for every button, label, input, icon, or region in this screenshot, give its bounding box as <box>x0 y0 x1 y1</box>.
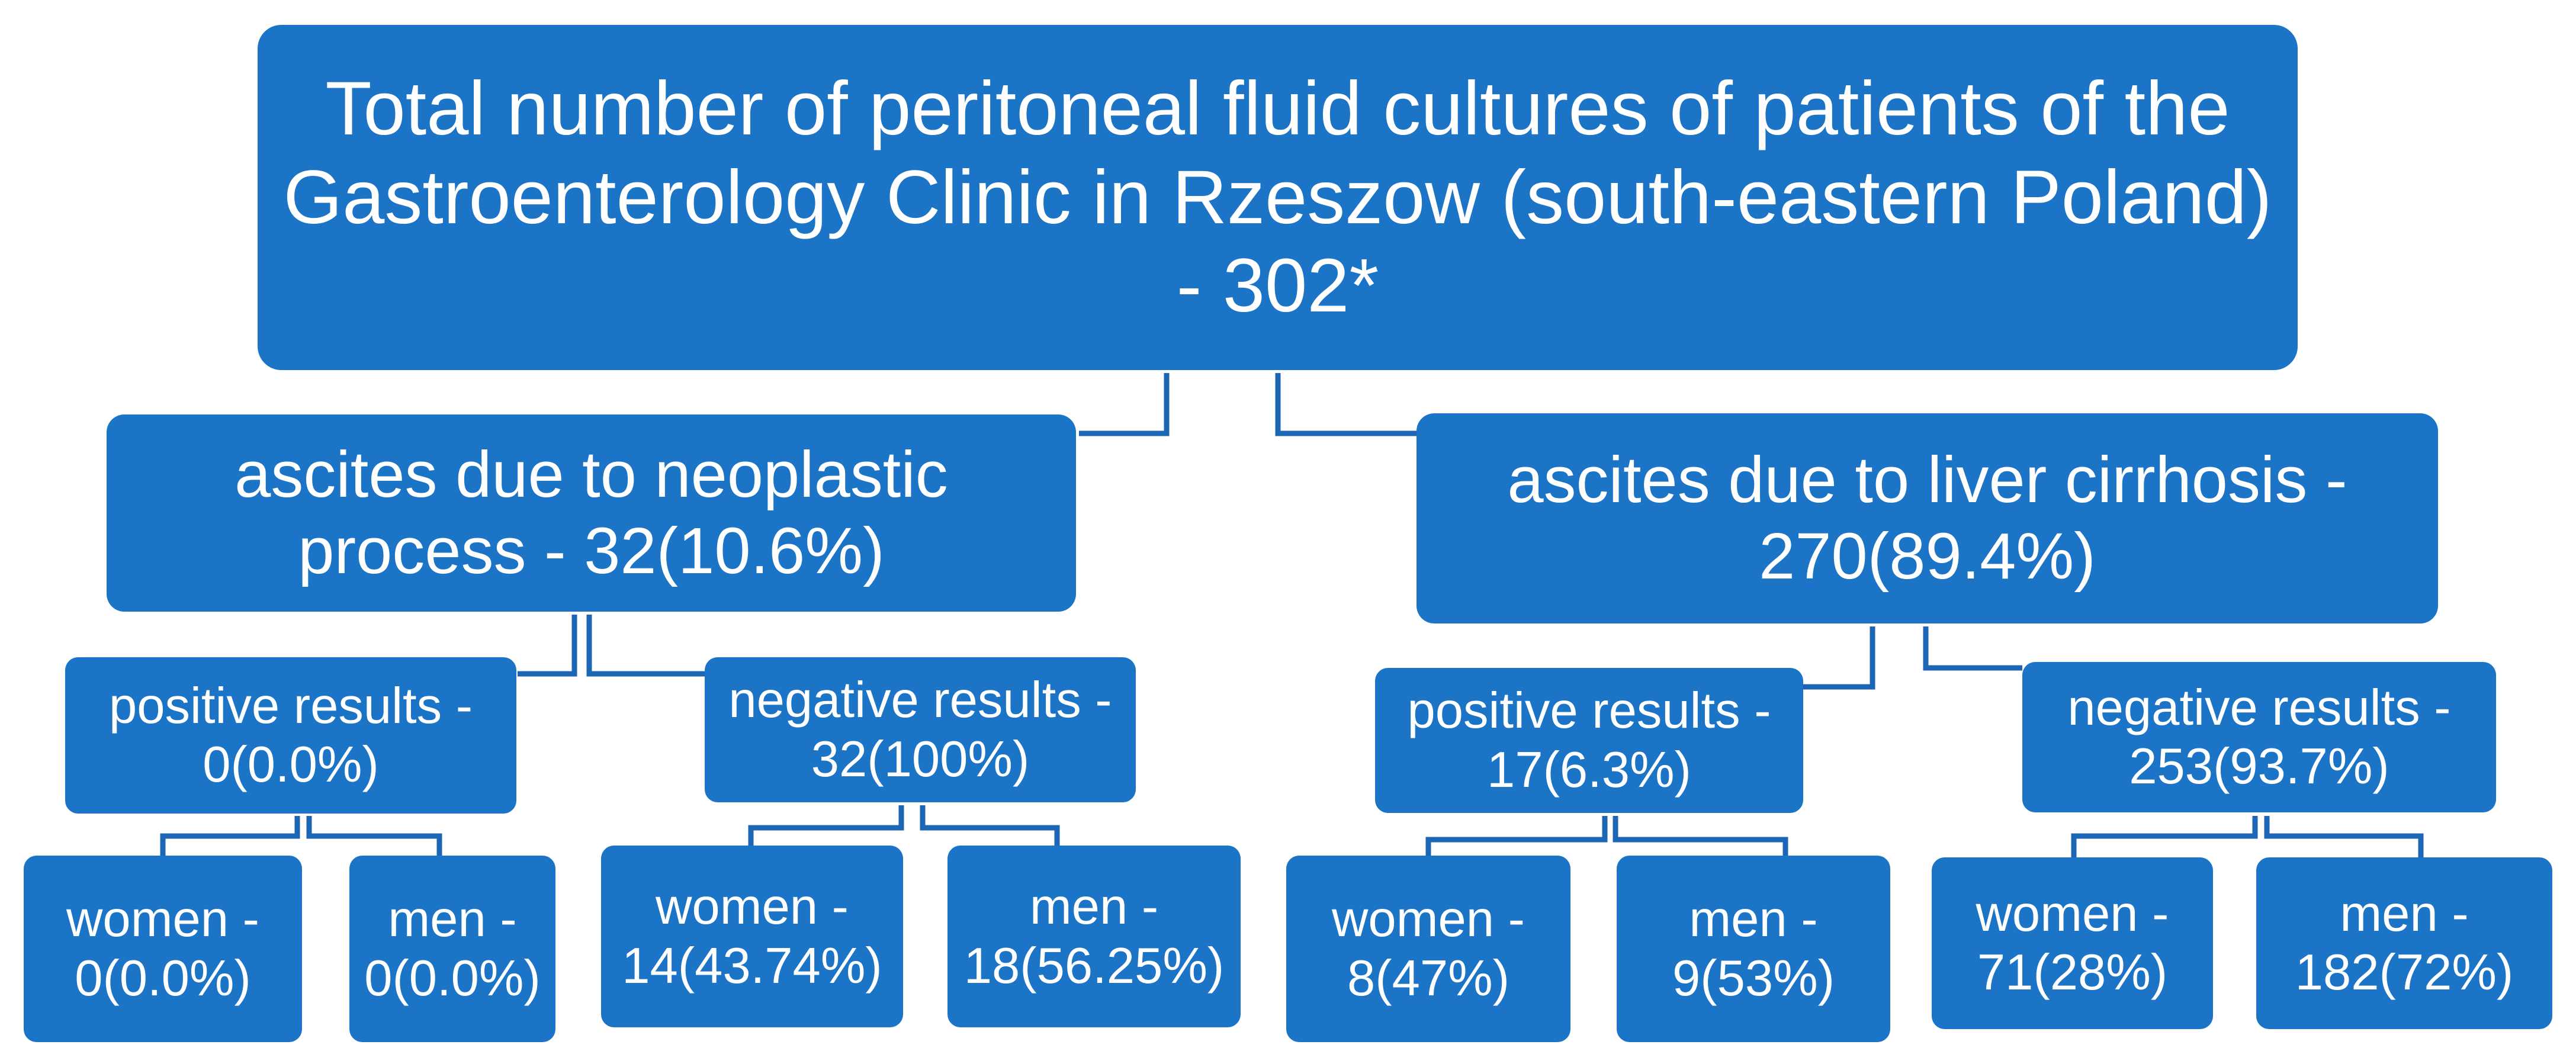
connector-neoplastic-positive <box>518 615 577 677</box>
connector-neo-pos-men <box>306 816 442 856</box>
cirrhosis-negative-men-label: men - 182(72%) <box>2295 885 2514 1001</box>
connector-neoplastic-negative <box>586 615 705 677</box>
neoplastic-negative-node: negative results - 32(100%) <box>705 657 1136 802</box>
neoplastic-positive-node: positive results - 0(0.0%) <box>65 657 516 814</box>
cirrhosis-positive-men-label: men - 9(53%) <box>1672 891 1835 1007</box>
connector-cirrhosis-positive <box>1803 626 1875 690</box>
neoplastic-positive-men-node: men - 0(0.0%) <box>349 856 555 1042</box>
connector-cir-neg-men <box>2264 816 2424 857</box>
connector-cir-neg-women <box>2071 816 2258 857</box>
neoplastic-negative-men-label: men - 18(56.25%) <box>963 879 1225 994</box>
neoplastic-positive-women-label: women - 0(0.0%) <box>66 891 259 1007</box>
connector-neo-neg-women <box>748 805 904 846</box>
cirrhosis-negative-node: negative results - 253(93.7%) <box>2022 662 2496 812</box>
cirrhosis-positive-women-label: women - 8(47%) <box>1332 891 1525 1007</box>
connector-neo-pos-women <box>160 816 300 856</box>
neoplastic-negative-men-node: men - 18(56.25%) <box>947 846 1241 1027</box>
connector-cir-pos-women <box>1425 816 1608 856</box>
cirrhosis-negative-label: negative results - 253(93.7%) <box>2067 679 2451 795</box>
cirrhosis-positive-label: positive results - 17(6.3%) <box>1407 683 1771 798</box>
cirrhosis-positive-node: positive results - 17(6.3%) <box>1375 668 1803 813</box>
neoplastic-negative-label: negative results - 32(100%) <box>728 672 1112 788</box>
connector-root-neoplastic <box>1079 373 1170 436</box>
cirrhosis-node: ascites due to liver cirrhosis - 270(89.… <box>1417 413 2438 623</box>
connector-cir-pos-men <box>1613 816 1788 856</box>
cirrhosis-negative-women-label: women - 71(28%) <box>1976 885 2169 1001</box>
root-node: Total number of peritoneal fluid culture… <box>258 25 2298 370</box>
neoplastic-positive-label: positive results - 0(0.0%) <box>108 677 473 793</box>
neoplastic-negative-women-label: women - 14(43.74%) <box>622 879 882 994</box>
cirrhosis-label: ascites due to liver cirrhosis - 270(89.… <box>1507 443 2347 593</box>
cirrhosis-positive-women-node: women - 8(47%) <box>1286 856 1570 1042</box>
neoplastic-node: ascites due to neoplastic process - 32(1… <box>107 414 1076 612</box>
connector-root-cirrhosis <box>1275 373 1417 436</box>
neoplastic-positive-men-label: men - 0(0.0%) <box>364 891 541 1007</box>
root-label: Total number of peritoneal fluid culture… <box>283 66 2272 329</box>
neoplastic-negative-women-node: women - 14(43.74%) <box>601 846 903 1027</box>
cirrhosis-positive-men-node: men - 9(53%) <box>1617 856 1890 1042</box>
connector-cirrhosis-negative <box>1923 626 2022 671</box>
neoplastic-label: ascites due to neoplastic process - 32(1… <box>235 438 948 587</box>
cirrhosis-negative-men-node: men - 182(72%) <box>2256 857 2552 1029</box>
neoplastic-positive-women-node: women - 0(0.0%) <box>24 856 302 1042</box>
cirrhosis-negative-women-node: women - 71(28%) <box>1932 857 2213 1029</box>
connector-neo-neg-men <box>920 805 1060 846</box>
